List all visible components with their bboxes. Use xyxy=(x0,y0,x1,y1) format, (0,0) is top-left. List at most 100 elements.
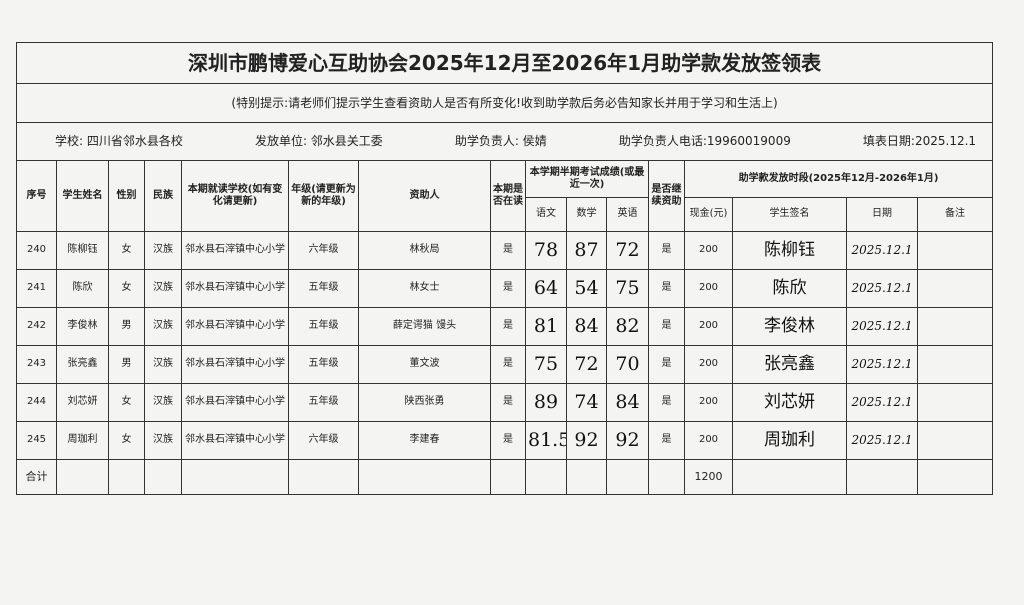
cell: 五年级 xyxy=(288,345,359,384)
cell: 是 xyxy=(648,383,685,422)
cell: 邻水县石滓镇中心小学 xyxy=(181,269,289,308)
column-header: 性别 xyxy=(108,160,145,232)
column-header: 语文 xyxy=(525,197,567,232)
score: 72 xyxy=(606,231,649,270)
column-header: 本学期半期考试成绩(或最近一次) xyxy=(525,160,649,198)
cell: 是 xyxy=(490,307,526,346)
signature: 周珈利 xyxy=(732,421,847,460)
column-header: 现金(元) xyxy=(684,197,733,232)
cell: 200 xyxy=(684,307,733,346)
empty-cell xyxy=(566,459,607,495)
info-item: 助学负责人: 侯婧 xyxy=(454,134,547,148)
info-list: 学校: 四川省邻水县各校 发放单位: 邻水县关工委 助学负责人: 侯婧 助学负责人电话… xyxy=(19,134,990,149)
empty-cell xyxy=(606,459,649,495)
cell: 林女士 xyxy=(358,269,491,308)
cell: 陈柳钰 xyxy=(56,231,109,270)
empty-cell xyxy=(56,459,109,495)
score: 92 xyxy=(566,421,607,460)
cell: 女 xyxy=(108,269,145,308)
cell: 200 xyxy=(684,421,733,460)
total-label: 合计 xyxy=(16,459,57,495)
signature: 张亮鑫 xyxy=(732,345,847,384)
remark-cell xyxy=(916,383,994,422)
table-row: 240 陈柳钰女汉族 邻水县石滓镇中心小学 六年级 林秋局是 78 87 72 是 200 陈柳钰 2… xyxy=(16,231,994,270)
title: 深圳市鹏博爱心互助协会2025年12月至2026年1月助学款发放签领表 xyxy=(15,42,994,84)
score: 75 xyxy=(525,345,567,384)
score: 87 xyxy=(566,231,607,270)
column-header: 序号 xyxy=(16,160,57,232)
score: 72 xyxy=(566,345,607,384)
column-header: 资助人 xyxy=(358,160,491,232)
info-item: 填表日期:2025.12.1 xyxy=(862,134,977,148)
cell: 汉族 xyxy=(144,231,182,270)
remark-cell xyxy=(916,307,994,346)
score: 74 xyxy=(566,383,607,422)
score: 75 xyxy=(606,269,649,308)
remark-cell xyxy=(916,421,994,460)
cell: 董文波 xyxy=(358,345,491,384)
cell: 五年级 xyxy=(288,383,359,422)
cell: 刘芯妍 xyxy=(56,383,109,422)
empty-cell xyxy=(358,459,491,495)
column-header: 学生姓名 xyxy=(56,160,109,232)
table-row: 241 陈欣女汉族 邻水县石滓镇中心小学 五年级 林女士是 64 54 75 是 200 陈欣 202… xyxy=(16,269,994,308)
total-cash: 1200 xyxy=(684,459,733,495)
column-header: 备注 xyxy=(916,197,994,232)
cell: 244 xyxy=(16,383,57,422)
cell: 200 xyxy=(684,383,733,422)
cell: 五年级 xyxy=(288,307,359,346)
table-row: 学校: 四川省邻水县各校 发放单位: 邻水县关工委 助学负责人: 侯婧 助学负责人电话… xyxy=(15,122,994,161)
table-row: 深圳市鹏博爱心互助协会2025年12月至2026年1月助学款发放签领表 xyxy=(15,42,994,84)
table-row: (特别提示:请老师们提示学生查看资助人是否有所变化!收到助学款后务必告知家长并用… xyxy=(15,83,994,123)
cell: 是 xyxy=(648,345,685,384)
score: 78 xyxy=(525,231,567,270)
column-header: 英语 xyxy=(606,197,649,232)
cell: 林秋局 xyxy=(358,231,491,270)
column-header: 数学 xyxy=(566,197,607,232)
score: 84 xyxy=(566,307,607,346)
cell: 243 xyxy=(16,345,57,384)
score: 64 xyxy=(525,269,567,308)
cell: 是 xyxy=(490,269,526,308)
cell: 邻水县石滓镇中心小学 xyxy=(181,383,289,422)
form-table: 深圳市鹏博爱心互助协会2025年12月至2026年1月助学款发放签领表 (特别提示… xyxy=(15,42,994,495)
cell: 薛定谔猫 馒头 xyxy=(358,307,491,346)
column-header: 民族 xyxy=(144,160,182,232)
cell: 240 xyxy=(16,231,57,270)
info-bar: 学校: 四川省邻水县各校 发放单位: 邻水县关工委 助学负责人: 侯婧 助学负责人电话… xyxy=(15,122,994,161)
cell: 男 xyxy=(108,307,145,346)
cell: 汉族 xyxy=(144,307,182,346)
table-row: 242 李俊林男汉族 邻水县石滓镇中心小学 五年级 薛定谔猫 馒头是 81 84 82 是 200… xyxy=(16,307,994,346)
table-body: 深圳市鹏博爱心互助协会2025年12月至2026年1月助学款发放签领表 (特别提示… xyxy=(15,42,994,495)
column-header: 日期 xyxy=(846,197,918,232)
date: 2025.12.1 xyxy=(846,269,918,308)
score: 81.5 xyxy=(525,421,567,460)
cell: 邻水县石滓镇中心小学 xyxy=(181,421,289,460)
cell: 邻水县石滓镇中心小学 xyxy=(181,345,289,384)
remark-cell xyxy=(916,345,994,384)
empty-cell xyxy=(525,459,567,495)
info-item: 学校: 四川省邻水县各校 xyxy=(55,134,183,148)
signature: 李俊林 xyxy=(732,307,847,346)
cell: 汉族 xyxy=(144,383,182,422)
table-row: 序号 学生姓名 性别 民族 本期就读学校(如有变化请更新) 年级(请更新为新的年级) 资助人… xyxy=(16,160,994,232)
cell: 张亮鑫 xyxy=(56,345,109,384)
info-item: 发放单位: 邻水县关工委 xyxy=(254,134,383,148)
cell: 200 xyxy=(684,231,733,270)
date: 2025.12.1 xyxy=(846,307,918,346)
cell: 是 xyxy=(490,231,526,270)
cell: 是 xyxy=(648,307,685,346)
column-header: 是否继续资助 xyxy=(648,160,685,232)
cell: 是 xyxy=(490,345,526,384)
cell: 六年级 xyxy=(288,421,359,460)
table-row: 245 周珈利女汉族 邻水县石滓镇中心小学 六年级 李建春是 81.5 92 92 是 200 周珈… xyxy=(16,421,994,460)
info-item: 助学负责人电话:19960019009 xyxy=(618,134,791,148)
empty-cell xyxy=(846,459,918,495)
cell: 女 xyxy=(108,421,145,460)
cell: 邻水县石滓镇中心小学 xyxy=(181,231,289,270)
score: 81 xyxy=(525,307,567,346)
cell: 李俊林 xyxy=(56,307,109,346)
column-header: 助学款发放时段(2025年12月-2026年1月) xyxy=(683,160,994,198)
cell: 女 xyxy=(108,231,145,270)
